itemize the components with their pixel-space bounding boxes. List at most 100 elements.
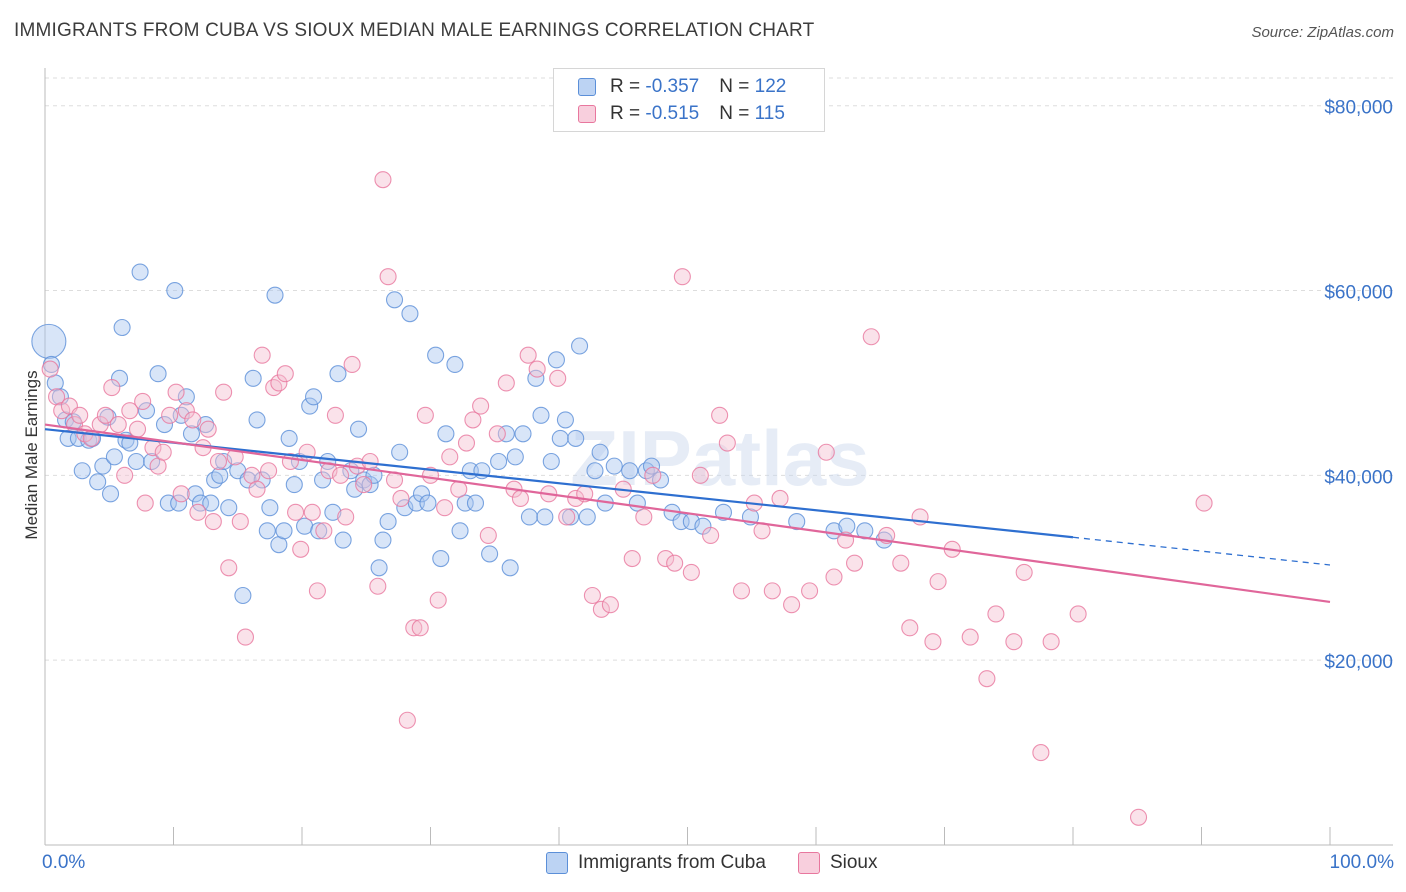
cuba-point bbox=[506, 448, 524, 466]
cuba-point bbox=[642, 457, 661, 475]
sioux-point bbox=[96, 406, 114, 424]
sioux-point bbox=[817, 443, 835, 461]
gridlines bbox=[45, 77, 1393, 661]
sioux-point bbox=[41, 360, 59, 378]
cuba-points bbox=[31, 263, 893, 605]
cuba-point bbox=[329, 365, 347, 383]
cuba-point bbox=[621, 462, 639, 480]
sioux-point bbox=[583, 586, 601, 605]
cuba-point bbox=[412, 485, 431, 503]
cuba-point bbox=[64, 413, 82, 431]
sioux-point bbox=[511, 489, 530, 508]
sioux-point bbox=[1032, 744, 1050, 762]
sioux-point bbox=[558, 508, 576, 526]
series-label-sioux: Sioux bbox=[829, 852, 878, 873]
sioux-point bbox=[497, 374, 515, 392]
cuba-point bbox=[401, 305, 419, 323]
sioux-point bbox=[270, 374, 288, 392]
sioux-point bbox=[987, 605, 1005, 623]
sioux-point bbox=[657, 549, 675, 568]
sioux-point bbox=[666, 554, 684, 572]
sioux-point bbox=[673, 268, 691, 286]
legend-row-cuba: R = -0.357 N = 122 bbox=[578, 75, 786, 99]
cuba-point bbox=[186, 485, 204, 503]
sioux-point bbox=[1042, 633, 1060, 651]
legend-n-value: 115 bbox=[754, 103, 785, 124]
x-tick-label-min: 0.0% bbox=[42, 852, 86, 873]
cuba-point bbox=[310, 522, 328, 540]
sioux-point bbox=[231, 513, 249, 531]
cuba-point bbox=[166, 281, 184, 300]
cuba-point bbox=[275, 522, 293, 540]
cuba-point bbox=[446, 355, 464, 374]
sioux-point bbox=[189, 503, 207, 521]
sioux-point bbox=[209, 452, 228, 471]
sioux-point bbox=[177, 402, 195, 420]
x-tick-label-max: 100.0% bbox=[1329, 852, 1394, 873]
sioux-point bbox=[771, 489, 789, 508]
sioux-points bbox=[41, 171, 1213, 826]
sioux-point bbox=[287, 503, 305, 521]
sioux-point bbox=[479, 526, 497, 544]
sioux-point bbox=[184, 411, 202, 429]
sioux-point bbox=[436, 499, 454, 517]
sioux-point bbox=[763, 582, 781, 600]
cuba-point bbox=[31, 323, 67, 359]
cuba-point bbox=[788, 513, 806, 531]
cuba-point bbox=[407, 494, 425, 512]
legend-r-label: R = bbox=[610, 103, 646, 124]
sioux-point bbox=[167, 383, 185, 401]
cuba-point bbox=[253, 471, 271, 489]
sioux-point bbox=[718, 434, 736, 452]
y-tick-label: $20,000 bbox=[1324, 652, 1393, 673]
cuba-point bbox=[562, 508, 580, 526]
sioux-point bbox=[303, 503, 321, 521]
trend-lines bbox=[44, 423, 1331, 604]
cuba-point bbox=[177, 388, 195, 406]
cuba-point bbox=[391, 443, 409, 461]
cuba-point bbox=[591, 443, 609, 461]
sioux-point bbox=[441, 448, 459, 466]
sioux-point bbox=[374, 171, 392, 189]
y-tick-label: $60,000 bbox=[1324, 283, 1393, 304]
cuba-point bbox=[182, 425, 201, 443]
cuba-point bbox=[220, 499, 238, 517]
sioux-point bbox=[1195, 494, 1213, 512]
sioux-point bbox=[355, 476, 373, 494]
sioux-point bbox=[121, 402, 139, 420]
cuba-point bbox=[514, 425, 532, 443]
cuba-point bbox=[244, 369, 262, 387]
cuba-point bbox=[361, 476, 379, 494]
cuba-point bbox=[73, 462, 91, 480]
sioux-point bbox=[379, 268, 397, 286]
sioux-point bbox=[978, 670, 996, 688]
cuba-point bbox=[305, 388, 323, 406]
cuba-point bbox=[571, 337, 589, 355]
y-axis-title: Median Male Earnings bbox=[22, 370, 41, 540]
sioux-point bbox=[199, 420, 217, 438]
cuba-point bbox=[127, 452, 145, 471]
sioux-point bbox=[337, 508, 355, 526]
sioux-point bbox=[398, 711, 416, 729]
series-legend-sioux[interactable]: Sioux bbox=[797, 852, 878, 874]
sioux-point bbox=[711, 406, 729, 424]
sioux-point bbox=[635, 508, 653, 526]
sioux-point bbox=[519, 346, 537, 364]
cuba-point bbox=[131, 263, 149, 281]
sioux-point bbox=[215, 383, 233, 401]
cuba-point bbox=[672, 513, 690, 531]
sioux-point bbox=[172, 485, 190, 503]
sioux-point bbox=[220, 559, 238, 577]
sioux-point bbox=[862, 328, 880, 346]
cuba-point bbox=[211, 466, 229, 484]
sioux-point bbox=[416, 406, 434, 424]
sioux-point bbox=[1005, 633, 1023, 651]
cuba-point bbox=[586, 462, 604, 480]
sioux-point bbox=[623, 549, 641, 568]
y-tick-label: $80,000 bbox=[1324, 98, 1393, 119]
cuba-point bbox=[51, 388, 69, 406]
series-legend-cuba[interactable]: Immigrants from Cuba bbox=[546, 852, 766, 874]
sioux-trend-line bbox=[44, 423, 1331, 604]
sioux-point bbox=[161, 406, 179, 424]
cuba-point bbox=[497, 425, 515, 443]
